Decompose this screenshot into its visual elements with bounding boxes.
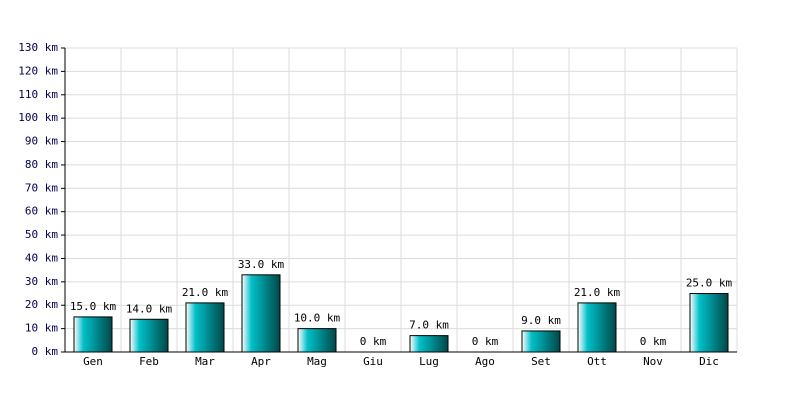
x-tick-label: Apr — [251, 355, 271, 368]
value-label: 0 km — [640, 335, 667, 348]
value-label: 33.0 km — [238, 258, 285, 271]
value-label: 14.0 km — [126, 302, 173, 315]
y-tick-label: 80 km — [25, 158, 58, 171]
bar — [73, 316, 113, 353]
y-tick-label: 50 km — [25, 228, 58, 241]
x-tick-label: Nov — [643, 355, 663, 368]
y-tick-label: 20 km — [25, 298, 58, 311]
bar — [241, 274, 281, 353]
value-label: 0 km — [360, 335, 387, 348]
y-tick-label: 0 km — [32, 345, 59, 358]
value-label: 25.0 km — [686, 277, 733, 290]
bar — [185, 302, 225, 353]
value-label: 15.0 km — [70, 300, 117, 313]
bar — [409, 335, 449, 353]
bar — [521, 330, 561, 353]
x-tick-label: Gen — [83, 355, 103, 368]
y-tick-label: 100 km — [18, 111, 58, 124]
bar — [577, 302, 617, 353]
y-tick-label: 130 km — [18, 41, 58, 54]
bar — [297, 328, 337, 353]
x-tick-label: Feb — [139, 355, 159, 368]
value-label: 0 km — [472, 335, 499, 348]
value-label: 10.0 km — [294, 312, 341, 325]
value-label: 7.0 km — [409, 319, 449, 332]
y-tick-label: 70 km — [25, 181, 58, 194]
x-tick-label: Giu — [363, 355, 383, 368]
y-tick-label: 10 km — [25, 322, 58, 335]
y-tick-label: 60 km — [25, 205, 58, 218]
y-tick-label: 90 km — [25, 135, 58, 148]
value-label: 21.0 km — [574, 286, 621, 299]
bar — [689, 293, 729, 353]
x-tick-label: Ott — [587, 355, 607, 368]
x-tick-label: Dic — [699, 355, 719, 368]
value-label: 9.0 km — [521, 314, 561, 327]
x-tick-label: Mag — [307, 355, 327, 368]
x-tick-label: Set — [531, 355, 551, 368]
y-tick-label: 110 km — [18, 88, 58, 101]
value-label: 21.0 km — [182, 286, 229, 299]
x-tick-label: Mar — [195, 355, 215, 368]
x-tick-label: Ago — [475, 355, 495, 368]
y-tick-label: 120 km — [18, 64, 58, 77]
x-tick-label: Lug — [419, 355, 439, 368]
y-tick-label: 40 km — [25, 251, 58, 264]
bar — [129, 318, 169, 353]
y-tick-label: 30 km — [25, 275, 58, 288]
